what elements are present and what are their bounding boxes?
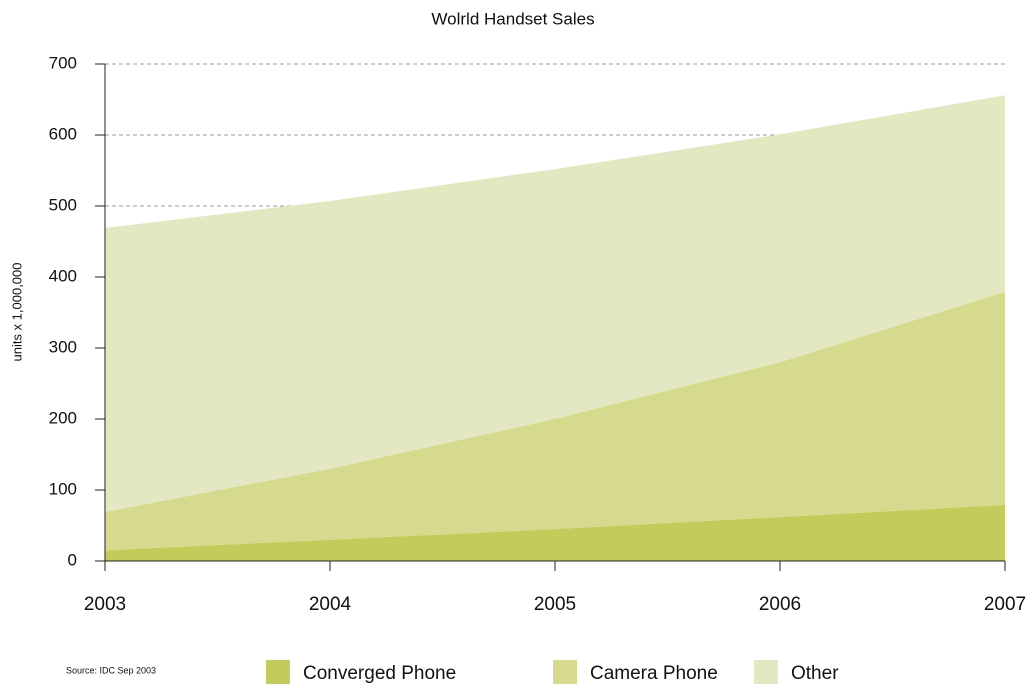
legend-label: Converged Phone xyxy=(303,663,456,684)
y-tick-label: 400 xyxy=(49,266,77,285)
x-tick-label: 2003 xyxy=(84,594,126,615)
y-axis-label: units x 1,000,000 xyxy=(9,262,24,361)
x-tick-label: 2004 xyxy=(309,594,352,615)
legend-swatch xyxy=(266,660,290,684)
source-note: Source: IDC Sep 2003 xyxy=(66,665,156,675)
x-tick-label: 2005 xyxy=(534,594,576,615)
chart-title: Wolrld Handset Sales xyxy=(431,9,594,28)
y-tick-label: 0 xyxy=(68,550,77,569)
legend-swatch xyxy=(553,660,577,684)
y-tick-label: 500 xyxy=(49,195,77,214)
legend-swatch xyxy=(754,660,778,684)
area xyxy=(105,291,1005,551)
y-tick-label: 700 xyxy=(49,53,77,72)
y-tick-label: 300 xyxy=(49,337,77,356)
legend-label: Camera Phone xyxy=(590,663,718,684)
area xyxy=(105,95,1005,513)
area xyxy=(105,504,1005,561)
y-tick-label: 100 xyxy=(49,479,77,498)
x-tick-label: 2006 xyxy=(759,594,801,615)
x-tick-label: 2007 xyxy=(984,594,1026,615)
y-tick-label: 600 xyxy=(49,124,77,143)
y-tick-label: 200 xyxy=(49,408,77,427)
legend-label: Other xyxy=(791,663,839,684)
